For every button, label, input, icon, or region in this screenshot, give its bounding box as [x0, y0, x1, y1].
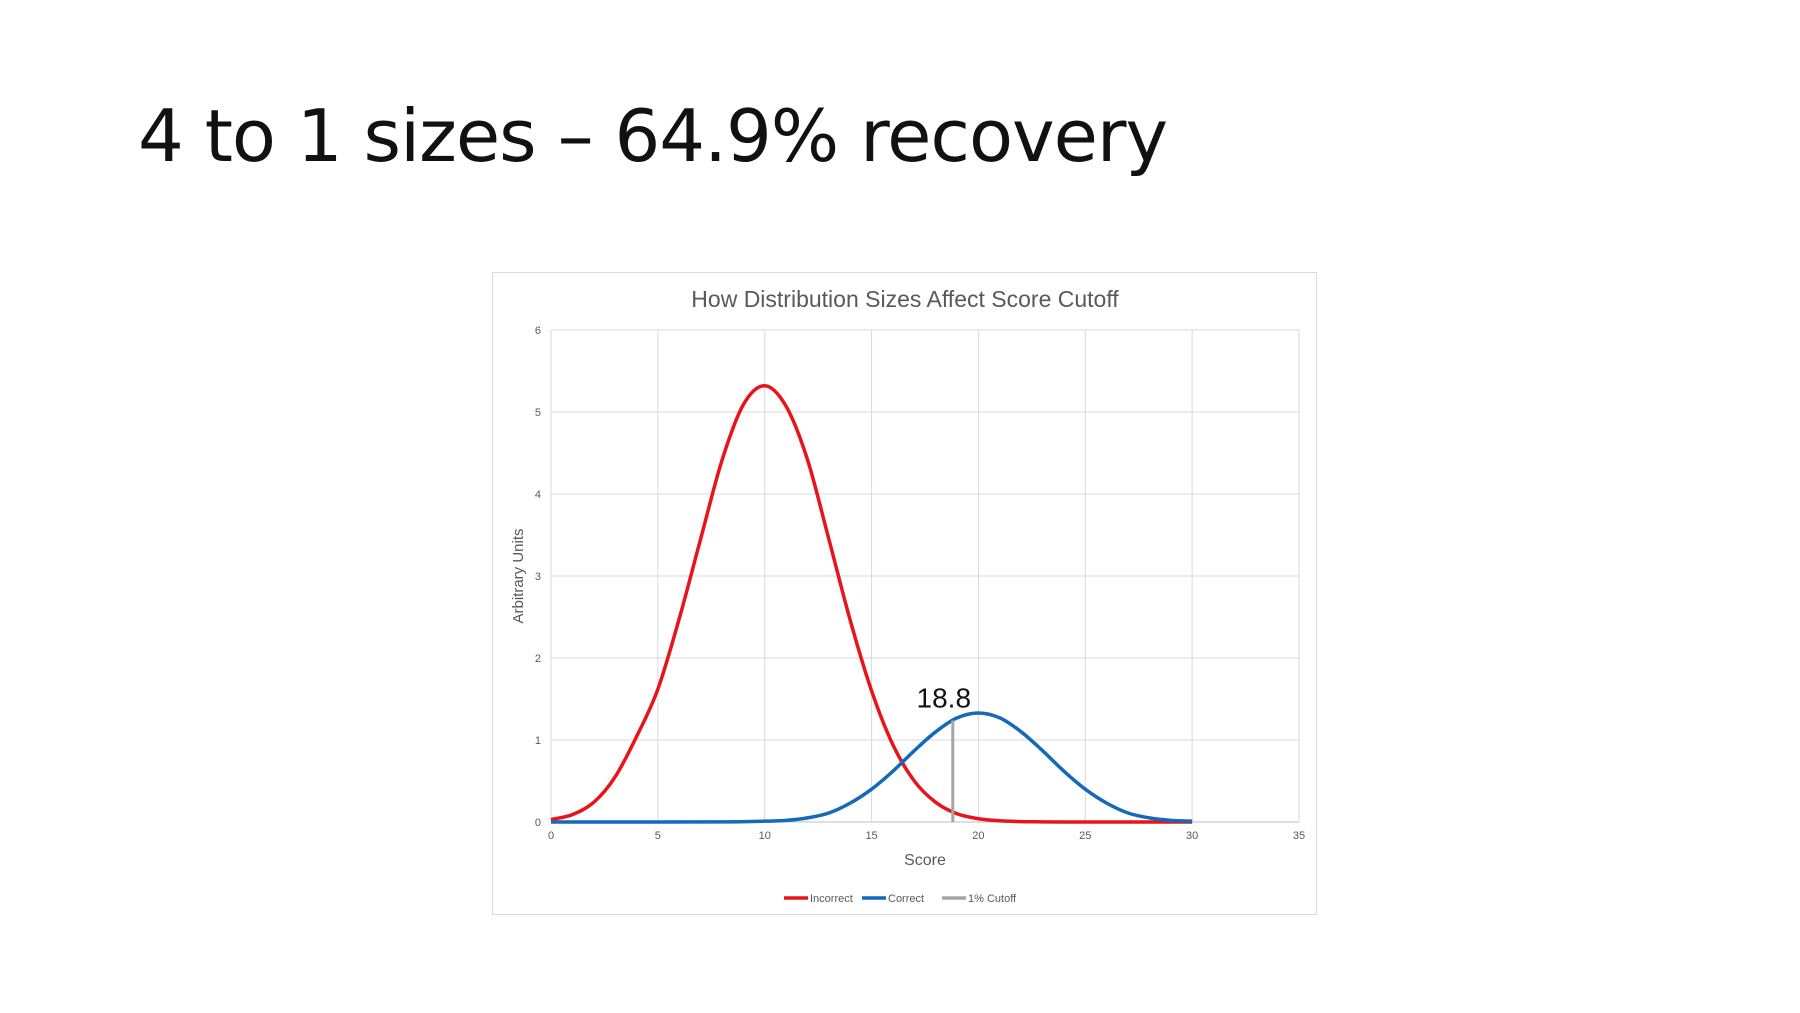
x-tick-label: 5 [655, 830, 661, 842]
annotation-label: 18.8 [917, 682, 972, 713]
y-tick-label: 4 [535, 489, 541, 501]
x-axis-label: Score [904, 852, 946, 869]
y-tick-label: 3 [535, 571, 541, 583]
y-tick-label: 2 [535, 653, 541, 665]
series-line-incorrect [550, 384, 1193, 824]
x-tick-label: 30 [1186, 830, 1198, 842]
x-tick-label: 35 [1293, 830, 1305, 842]
x-tick-label: 10 [759, 830, 771, 842]
y-tick-label: 1 [535, 735, 541, 747]
y-axis-label: Arbitrary Units [510, 528, 527, 623]
x-tick-label: 20 [972, 830, 984, 842]
legend-label-correct: Correct [888, 893, 924, 905]
x-tick-label: 0 [548, 830, 554, 842]
legend-label-1-cutoff: 1% Cutoff [968, 893, 1017, 905]
y-tick-label: 0 [535, 817, 541, 829]
y-tick-label: 5 [535, 407, 541, 419]
chart-container: 0 5 10 15 20 25 30 35 0 1 2 3 4 5 6 How Distribution Si… [492, 272, 1317, 915]
slide-title: 4 to 1 sizes – 64.9% recovery [138, 94, 1168, 178]
y-tick-label: 6 [535, 325, 541, 337]
legend-label-incorrect: Incorrect [810, 893, 853, 905]
series-line-correct [550, 711, 1193, 824]
chart-svg: 0 5 10 15 20 25 30 35 0 1 2 3 4 5 6 How Distribution Si… [510, 286, 1305, 905]
chart-title: How Distribution Sizes Affect Score Cuto… [691, 286, 1119, 312]
x-tick-label: 15 [865, 830, 877, 842]
x-tick-label: 25 [1079, 830, 1091, 842]
